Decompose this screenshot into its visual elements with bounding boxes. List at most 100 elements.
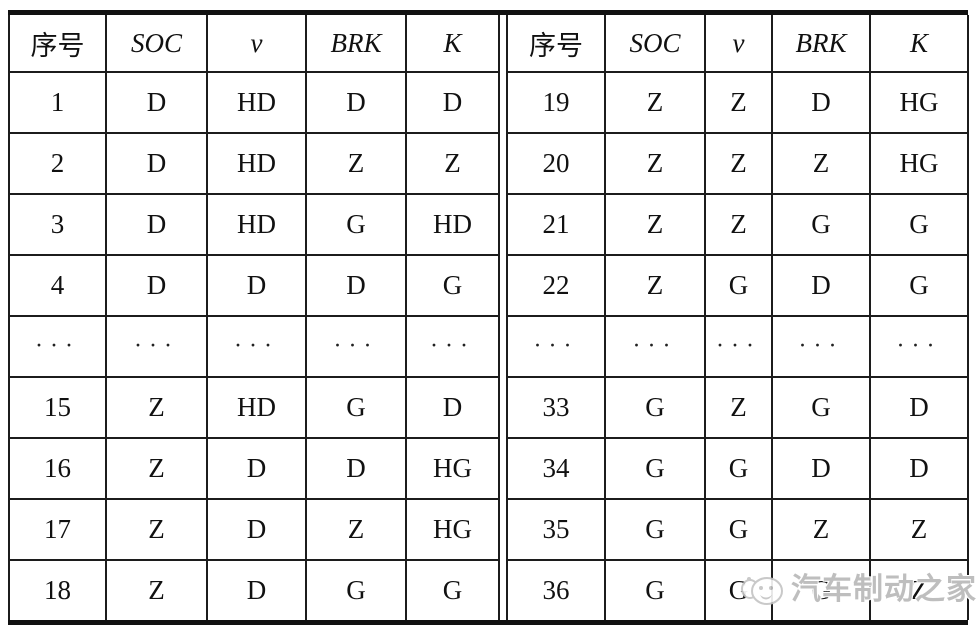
table-row: 34 G G D D xyxy=(506,437,969,500)
table-cell: G xyxy=(305,376,407,439)
table-cell: D xyxy=(105,254,208,317)
table-cell: ··· xyxy=(305,315,407,378)
left-table: 序号 SOC v BRK K 1 D HD D D 2 D HD Z Z 3 D HD G HD 4 D D D G ··· ··… xyxy=(8,15,500,620)
table-cell: HG xyxy=(405,437,500,500)
table-cell: 2 xyxy=(8,132,107,195)
header-row: 序号 SOC v BRK K xyxy=(8,15,500,73)
right-table: 序号 SOC v BRK K 19 Z Z D HG 20 Z Z Z HG 21 Z Z G G 22 Z G D G ···… xyxy=(506,15,969,620)
table-cell: HD xyxy=(206,193,307,256)
right-table-body: 19 Z Z D HG 20 Z Z Z HG 21 Z Z G G 22 Z G D G ··· ··· ··· ··· ··… xyxy=(506,71,969,620)
table-cell: 16 xyxy=(8,437,107,500)
table-cell: D xyxy=(305,71,407,134)
table-cell: D xyxy=(206,498,307,561)
table-cell: Z xyxy=(604,193,706,256)
table-row: 21 Z Z G G xyxy=(506,193,969,256)
table-cell: Z xyxy=(704,132,773,195)
table-cell: 15 xyxy=(8,376,107,439)
table-cell: G xyxy=(704,437,773,500)
column-header-index: 序号 xyxy=(8,15,107,73)
table-cell: 1 xyxy=(8,71,107,134)
table-cell: Z xyxy=(869,498,969,561)
table-cell: ··· xyxy=(506,315,606,378)
column-header-soc: SOC xyxy=(604,15,706,73)
table-cell: Z xyxy=(704,376,773,439)
table-cell: 34 xyxy=(506,437,606,500)
table-row: 22 Z G D G xyxy=(506,254,969,317)
table-cell: HG xyxy=(869,71,969,134)
table-cell: ··· xyxy=(771,315,871,378)
table-cell: ··· xyxy=(869,315,969,378)
table-cell: 20 xyxy=(506,132,606,195)
table-cell: D xyxy=(105,132,208,195)
table-cell: Z xyxy=(405,132,500,195)
column-header-k: K xyxy=(405,15,500,73)
table-cell: Z xyxy=(305,132,407,195)
table-cell: D xyxy=(771,71,871,134)
table-row: 1 D HD D D xyxy=(8,71,500,134)
table-cell: Z xyxy=(604,254,706,317)
table-cell: D xyxy=(305,437,407,500)
table-cell: ··· xyxy=(704,315,773,378)
table-cell: G xyxy=(604,437,706,500)
table-cell: Z xyxy=(771,498,871,561)
table-row: 3 D HD G HD xyxy=(8,193,500,256)
column-header-k: K xyxy=(869,15,969,73)
right-table-header: 序号 SOC v BRK K xyxy=(506,15,969,73)
table-cell: ··· xyxy=(8,315,107,378)
table-cell: ··· xyxy=(206,315,307,378)
table-cell: G xyxy=(604,498,706,561)
table-cell: G xyxy=(604,559,706,620)
table-cell: D xyxy=(869,437,969,500)
table-cell: ··· xyxy=(405,315,500,378)
table-cell: HD xyxy=(405,193,500,256)
table-cell: HD xyxy=(206,132,307,195)
table-cell: Z xyxy=(604,132,706,195)
table-cell: ··· xyxy=(604,315,706,378)
table-row: 36 G G G Z xyxy=(506,559,969,620)
table-cell: D xyxy=(771,254,871,317)
table-cell: 18 xyxy=(8,559,107,620)
header-row: 序号 SOC v BRK K xyxy=(506,15,969,73)
table-cell: G xyxy=(869,193,969,256)
table-cell: 22 xyxy=(506,254,606,317)
table-cell: HD xyxy=(206,376,307,439)
table-cell: ··· xyxy=(105,315,208,378)
table-cell: D xyxy=(105,193,208,256)
table-row: 20 Z Z Z HG xyxy=(506,132,969,195)
column-header-soc: SOC xyxy=(105,15,208,73)
table-cell: Z xyxy=(704,71,773,134)
column-header-v: v xyxy=(206,15,307,73)
table-cell: D xyxy=(305,254,407,317)
table-row: 33 G Z G D xyxy=(506,376,969,439)
left-table-body: 1 D HD D D 2 D HD Z Z 3 D HD G HD 4 D D D G ··· ··· ··· ··· ··· 1… xyxy=(8,71,500,620)
table-row: ··· ··· ··· ··· ··· xyxy=(8,315,500,378)
table-row: 18 Z D G G xyxy=(8,559,500,620)
table-cell: Z xyxy=(105,559,208,620)
table-cell: G xyxy=(305,193,407,256)
table-row: 17 Z D Z HG xyxy=(8,498,500,561)
table-cell: HG xyxy=(869,132,969,195)
table-cell: 36 xyxy=(506,559,606,620)
left-table-header: 序号 SOC v BRK K xyxy=(8,15,500,73)
table-cell: Z xyxy=(105,376,208,439)
table-cell: Z xyxy=(105,498,208,561)
table-cell: Z xyxy=(105,437,208,500)
table-cell: D xyxy=(869,376,969,439)
table-row: 2 D HD Z Z xyxy=(8,132,500,195)
table-cell: D xyxy=(206,559,307,620)
table-cell: D xyxy=(405,71,500,134)
table-row: 19 Z Z D HG xyxy=(506,71,969,134)
table-cell: 4 xyxy=(8,254,107,317)
table-cell: D xyxy=(206,254,307,317)
table-cell: 35 xyxy=(506,498,606,561)
table-cell: D xyxy=(771,437,871,500)
table-cell: Z xyxy=(869,559,969,620)
table-cell: G xyxy=(604,376,706,439)
table-cell: G xyxy=(771,559,871,620)
table-cell: G xyxy=(405,254,500,317)
table-row: 35 G G Z Z xyxy=(506,498,969,561)
table-cell: D xyxy=(405,376,500,439)
table-row: 15 Z HD G D xyxy=(8,376,500,439)
table-cell: G xyxy=(704,559,773,620)
column-header-brk: BRK xyxy=(305,15,407,73)
